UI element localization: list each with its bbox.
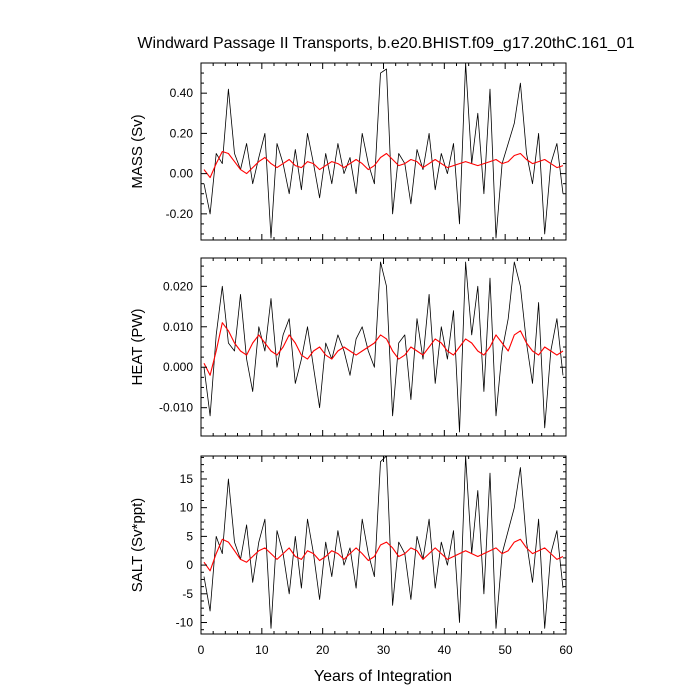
heat-monthly-series-line (203, 261, 564, 433)
salt-plot-frame (200, 455, 567, 635)
x-tick-label: 40 (438, 643, 452, 657)
y-tick-label: 0.020 (163, 279, 193, 293)
mass-monthly-series-line (203, 63, 564, 239)
y-tick-label: 0 (186, 558, 193, 572)
x-axis-label: Years of Integration (314, 668, 452, 685)
heat-panel: -0.010 0.000 0.010 0.020 HEAT (PW) (129, 257, 567, 437)
y-tick-label: 0.000 (163, 360, 193, 374)
mass-smoothed-series-line (203, 150, 564, 179)
salt-y-axis-label: SALT (Sv*ppt) (129, 498, 146, 592)
y-tick-label: 5 (186, 529, 193, 543)
y-tick-label: 0.010 (163, 320, 193, 334)
y-tick-label: 10 (180, 501, 194, 515)
mass-y-axis-label: MASS (Sv) (129, 114, 146, 188)
x-tick-label: 10 (255, 643, 269, 657)
y-tick-label: -5 (182, 587, 193, 601)
mass-plot-frame (200, 62, 567, 241)
y-tick-label: -0.010 (159, 401, 193, 415)
heat-plot-frame (200, 257, 567, 437)
x-tick-label: 50 (498, 643, 512, 657)
salt-panel: 0 10 20 30 40 50 60 -10 -5 0 5 10 15 SALT (Sv*ppt) (129, 455, 573, 657)
heat-y-axis-label: HEAT (PW) (129, 309, 146, 386)
x-tick-label: 60 (559, 643, 573, 657)
y-tick-label: 15 (180, 472, 194, 486)
x-tick-label: 20 (316, 643, 330, 657)
salt-monthly-series-line (203, 456, 564, 629)
y-tick-label: -0.20 (166, 207, 194, 221)
y-tick-label: 0.20 (170, 126, 194, 140)
chart-title: Windward Passage II Transports, b.e20.BH… (137, 35, 634, 52)
y-tick-label: 0.40 (170, 86, 194, 100)
mass-panel: -0.20 0.00 0.20 0.40 MASS (Sv) (129, 62, 567, 241)
x-tick-label: 0 (198, 643, 205, 657)
salt-smoothed-series-line (203, 538, 564, 572)
x-tick-label: 30 (377, 643, 391, 657)
y-tick-label: 0.00 (170, 167, 194, 181)
y-tick-label: -10 (176, 616, 194, 630)
heat-smoothed-series-line (203, 322, 564, 376)
